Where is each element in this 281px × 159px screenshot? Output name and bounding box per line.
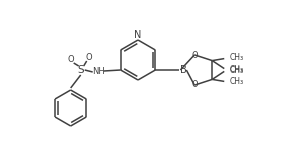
Text: CH₃: CH₃ [229, 65, 243, 74]
Text: S: S [77, 65, 84, 75]
Text: CH₃: CH₃ [229, 66, 243, 75]
Text: O: O [191, 80, 198, 89]
Text: N: N [134, 30, 142, 40]
Text: CH₃: CH₃ [229, 77, 243, 86]
Text: NH: NH [92, 68, 105, 76]
Text: O: O [85, 53, 92, 62]
Text: B: B [180, 65, 187, 75]
Text: O: O [191, 51, 198, 60]
Text: CH₃: CH₃ [229, 53, 243, 62]
Text: O: O [67, 55, 74, 65]
